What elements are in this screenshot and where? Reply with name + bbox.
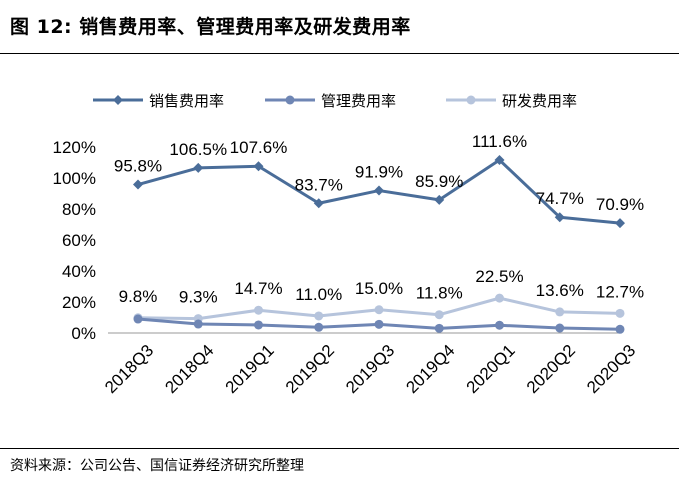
data-point (133, 179, 143, 190)
y-tick-label: 0% (71, 324, 96, 343)
title-rule (0, 53, 679, 54)
legend-marker (113, 95, 123, 105)
x-tick-label: 2018Q3 (101, 341, 157, 397)
chart-data-labels: 95.8% 106.5% 107.6% 83.7% 91.9% 85.9% 111.6% 74… (114, 132, 644, 307)
data-point (615, 324, 625, 334)
legend-label: 管理费用率 (321, 92, 396, 110)
data-point (254, 305, 263, 315)
x-tick-label: 2018Q4 (161, 341, 217, 397)
data-point (495, 320, 504, 330)
data-label: 95.8% (114, 157, 162, 176)
data-label: 15.0% (355, 279, 403, 298)
y-tick-label: 20% (62, 293, 96, 312)
data-point (615, 308, 625, 318)
data-label: 12.7% (596, 282, 644, 301)
chart-axes: 0% 20% 40% 60% 80% 100% 120% 2018Q3 2018Q4 2019Q1… (53, 138, 640, 397)
data-point (193, 319, 203, 329)
legend-label: 研发费用率 (502, 92, 577, 110)
data-point (434, 323, 444, 333)
data-label: 13.6% (536, 281, 584, 300)
y-tick-label: 40% (62, 262, 96, 281)
data-point (374, 305, 384, 315)
data-point (133, 314, 143, 324)
source-note: 资料来源：公司公告、国信证券经济研究所整理 (10, 458, 304, 474)
data-point (313, 198, 324, 209)
data-label: 106.5% (169, 140, 227, 159)
data-label: 70.9% (596, 195, 644, 214)
x-tick-label: 2020Q3 (583, 341, 639, 397)
data-label: 11.0% (295, 285, 342, 304)
x-tick-label: 2019Q4 (402, 341, 458, 397)
x-tick-label: 2020Q1 (463, 341, 519, 397)
data-point (494, 155, 505, 166)
data-point (254, 320, 263, 330)
data-point (615, 218, 625, 229)
y-tick-label: 60% (62, 231, 96, 250)
figure-title: 图 12: 销售费用率、管理费用率及研发费用率 (10, 16, 411, 38)
data-point (314, 311, 324, 321)
data-point (314, 322, 324, 332)
data-label: 83.7% (295, 175, 343, 194)
legend-marker (466, 95, 476, 105)
data-label: 74.7% (536, 189, 584, 208)
data-point (374, 319, 384, 329)
y-tick-label: 80% (62, 200, 96, 219)
data-label: 22.5% (475, 267, 523, 286)
data-label: 107.6% (230, 138, 288, 157)
data-point (253, 161, 264, 172)
data-label: 14.7% (234, 279, 282, 298)
data-label: 111.6% (472, 132, 527, 151)
data-point (554, 212, 565, 223)
data-label: 11.8% (416, 284, 463, 303)
chart-lines (133, 155, 625, 334)
x-tick-label: 2019Q1 (222, 341, 278, 397)
data-point (495, 293, 504, 303)
data-label: 9.8% (119, 287, 158, 306)
data-point (555, 323, 565, 333)
y-tick-label: 100% (53, 169, 96, 188)
data-point (555, 307, 565, 317)
data-label: 85.9% (415, 172, 463, 191)
y-tick-label: 120% (53, 138, 96, 157)
source-rule (0, 448, 679, 449)
data-point (434, 310, 444, 320)
x-tick-label: 2020Q2 (523, 341, 579, 397)
data-point (434, 194, 445, 205)
data-label: 9.3% (179, 288, 218, 307)
legend-marker (285, 95, 295, 105)
data-point (193, 162, 204, 173)
data-point (374, 185, 384, 196)
x-tick-label: 2019Q2 (282, 341, 338, 397)
chart-legend: 销售费用率 管理费用率 研发费用率 (93, 92, 577, 110)
x-tick-label: 2019Q3 (342, 341, 398, 397)
legend-label: 销售费用率 (149, 92, 224, 110)
data-label: 91.9% (355, 163, 403, 182)
